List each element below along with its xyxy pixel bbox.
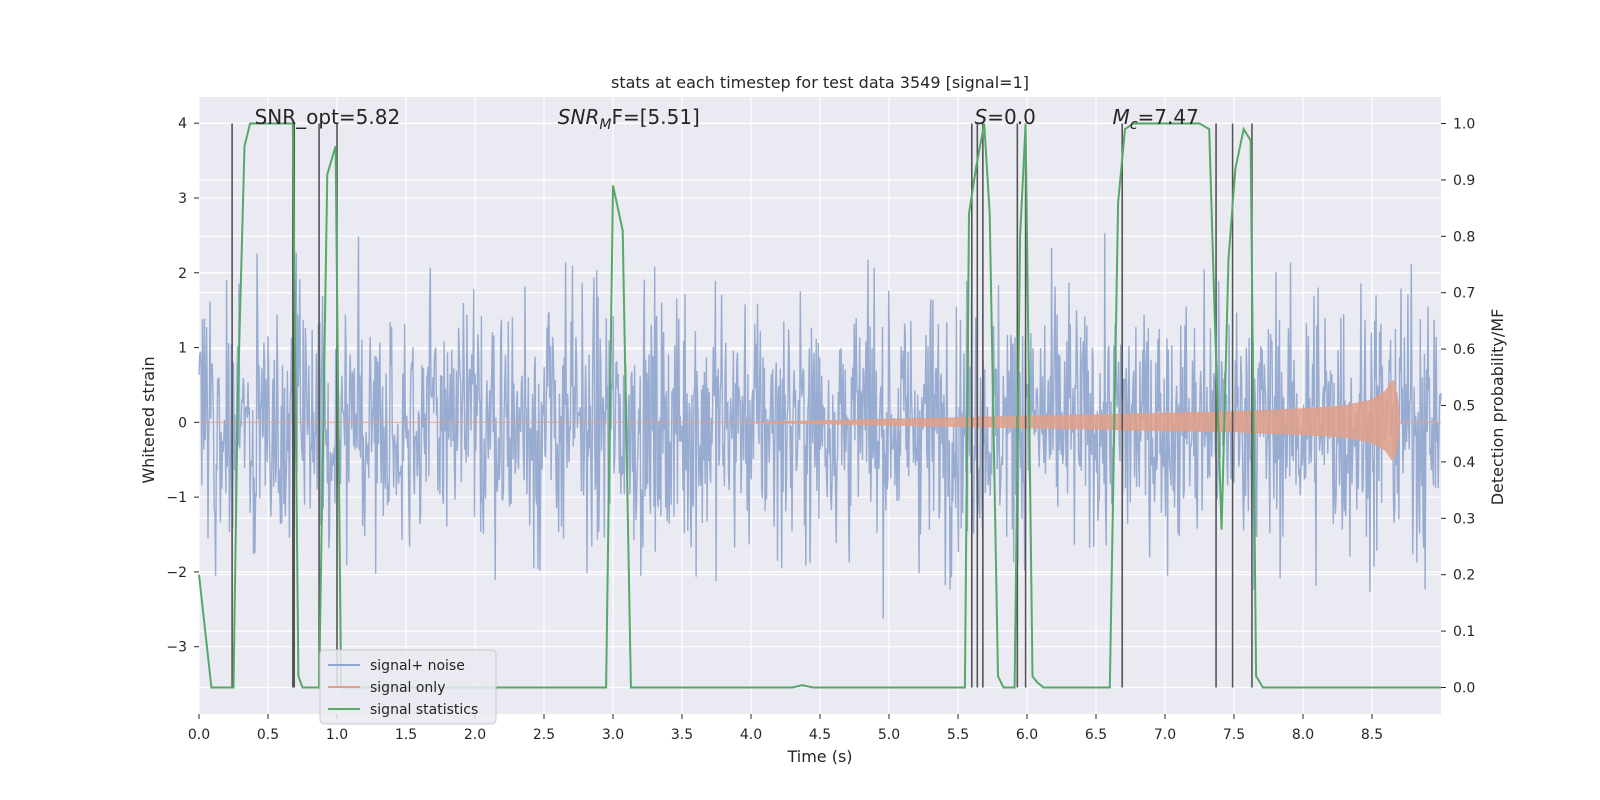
x-tick-label: 1.0 [326,727,348,743]
x-tick-label: 0.0 [188,727,210,743]
y-tick-label: 4 [178,116,187,132]
chart-title: stats at each timestep for test data 354… [611,73,1029,92]
x-tick-label: 5.0 [878,727,900,743]
y-tick-label: −1 [166,490,187,506]
y2-tick-label: 0.8 [1453,229,1475,245]
legend-label: signal only [370,680,445,696]
y2-tick-label: 0.2 [1453,568,1475,584]
legend: signal+ noise signal only signal statistic… [319,649,497,725]
y-tick-label: 3 [178,191,187,207]
y2-tick-label: 0.9 [1453,173,1475,189]
y-tick-label: −2 [166,565,187,581]
legend-box [319,649,497,725]
y2-tick-label: 0.5 [1453,399,1475,415]
x-tick-label: 4.0 [740,727,762,743]
x-tick-label: 3.0 [602,727,624,743]
x-ticks: 0.0 0.5 1.0 1.5 2.0 2.5 3.0 3.5 4.0 4.5 5.0 5.5 6.0 6… [188,714,1383,743]
y-tick-label: 2 [178,266,187,282]
annotation-1: SNR_opt=5.82 [255,105,401,129]
y2-tick-label: 0.1 [1453,624,1475,640]
y2-tick-label: 0.3 [1453,511,1475,527]
x-tick-label: 2.0 [464,727,486,743]
y-tick-label: 0 [178,415,187,431]
annotation-2: SNRMF=[5.51] [558,105,700,133]
x-tick-label: 5.5 [947,727,969,743]
x-tick-label: 0.5 [257,727,279,743]
signal-band [199,380,1441,461]
annotation-4: Mc=7.47 [1113,105,1199,133]
legend-label: signal statistics [370,702,478,718]
y2-tick-label: 0.6 [1453,342,1475,358]
x-tick-label: 8.0 [1292,727,1314,743]
y2-tick-label: 0.4 [1453,455,1475,471]
x-tick-label: 2.5 [533,727,555,743]
y2-tick-label: 0.0 [1453,680,1475,696]
annotations: SNR_opt=5.82 SNRMF=[5.51] S=0.0 Mc=7.47 [255,105,1199,133]
y-tick-label: −3 [166,640,187,656]
y2-ticks: 0.0 0.1 0.2 0.3 0.4 0.5 0.6 0.7 0.8 0.9 1.0 [1441,117,1475,696]
y2-tick-label: 0.7 [1453,286,1475,302]
x-tick-label: 7.0 [1154,727,1176,743]
statistics-line [198,122,1441,689]
y-ticks: −3 −2 −1 0 1 2 3 4 [166,116,199,656]
annotation-3: S=0.0 [975,105,1036,129]
legend-label: signal+ noise [370,658,465,674]
x-tick-label: 6.0 [1016,727,1038,743]
y2-axis-label: Detection probability/MF [1488,309,1507,506]
x-tick-label: 1.5 [395,727,417,743]
signal-noise-series [198,233,1442,619]
signal-statistics-series [198,122,1441,689]
x-tick-label: 3.5 [671,727,693,743]
signal-only-series [199,380,1441,461]
x-tick-label: 6.5 [1085,727,1107,743]
x-tick-label: 4.5 [809,727,831,743]
x-axis-label: Time (s) [786,747,852,766]
y-tick-label: 1 [178,341,187,357]
noise-line [198,233,1442,619]
y-axis-label: Whitened strain [139,356,158,483]
x-tick-label: 7.5 [1223,727,1245,743]
y2-tick-label: 1.0 [1453,117,1475,133]
x-tick-label: 8.5 [1361,727,1383,743]
